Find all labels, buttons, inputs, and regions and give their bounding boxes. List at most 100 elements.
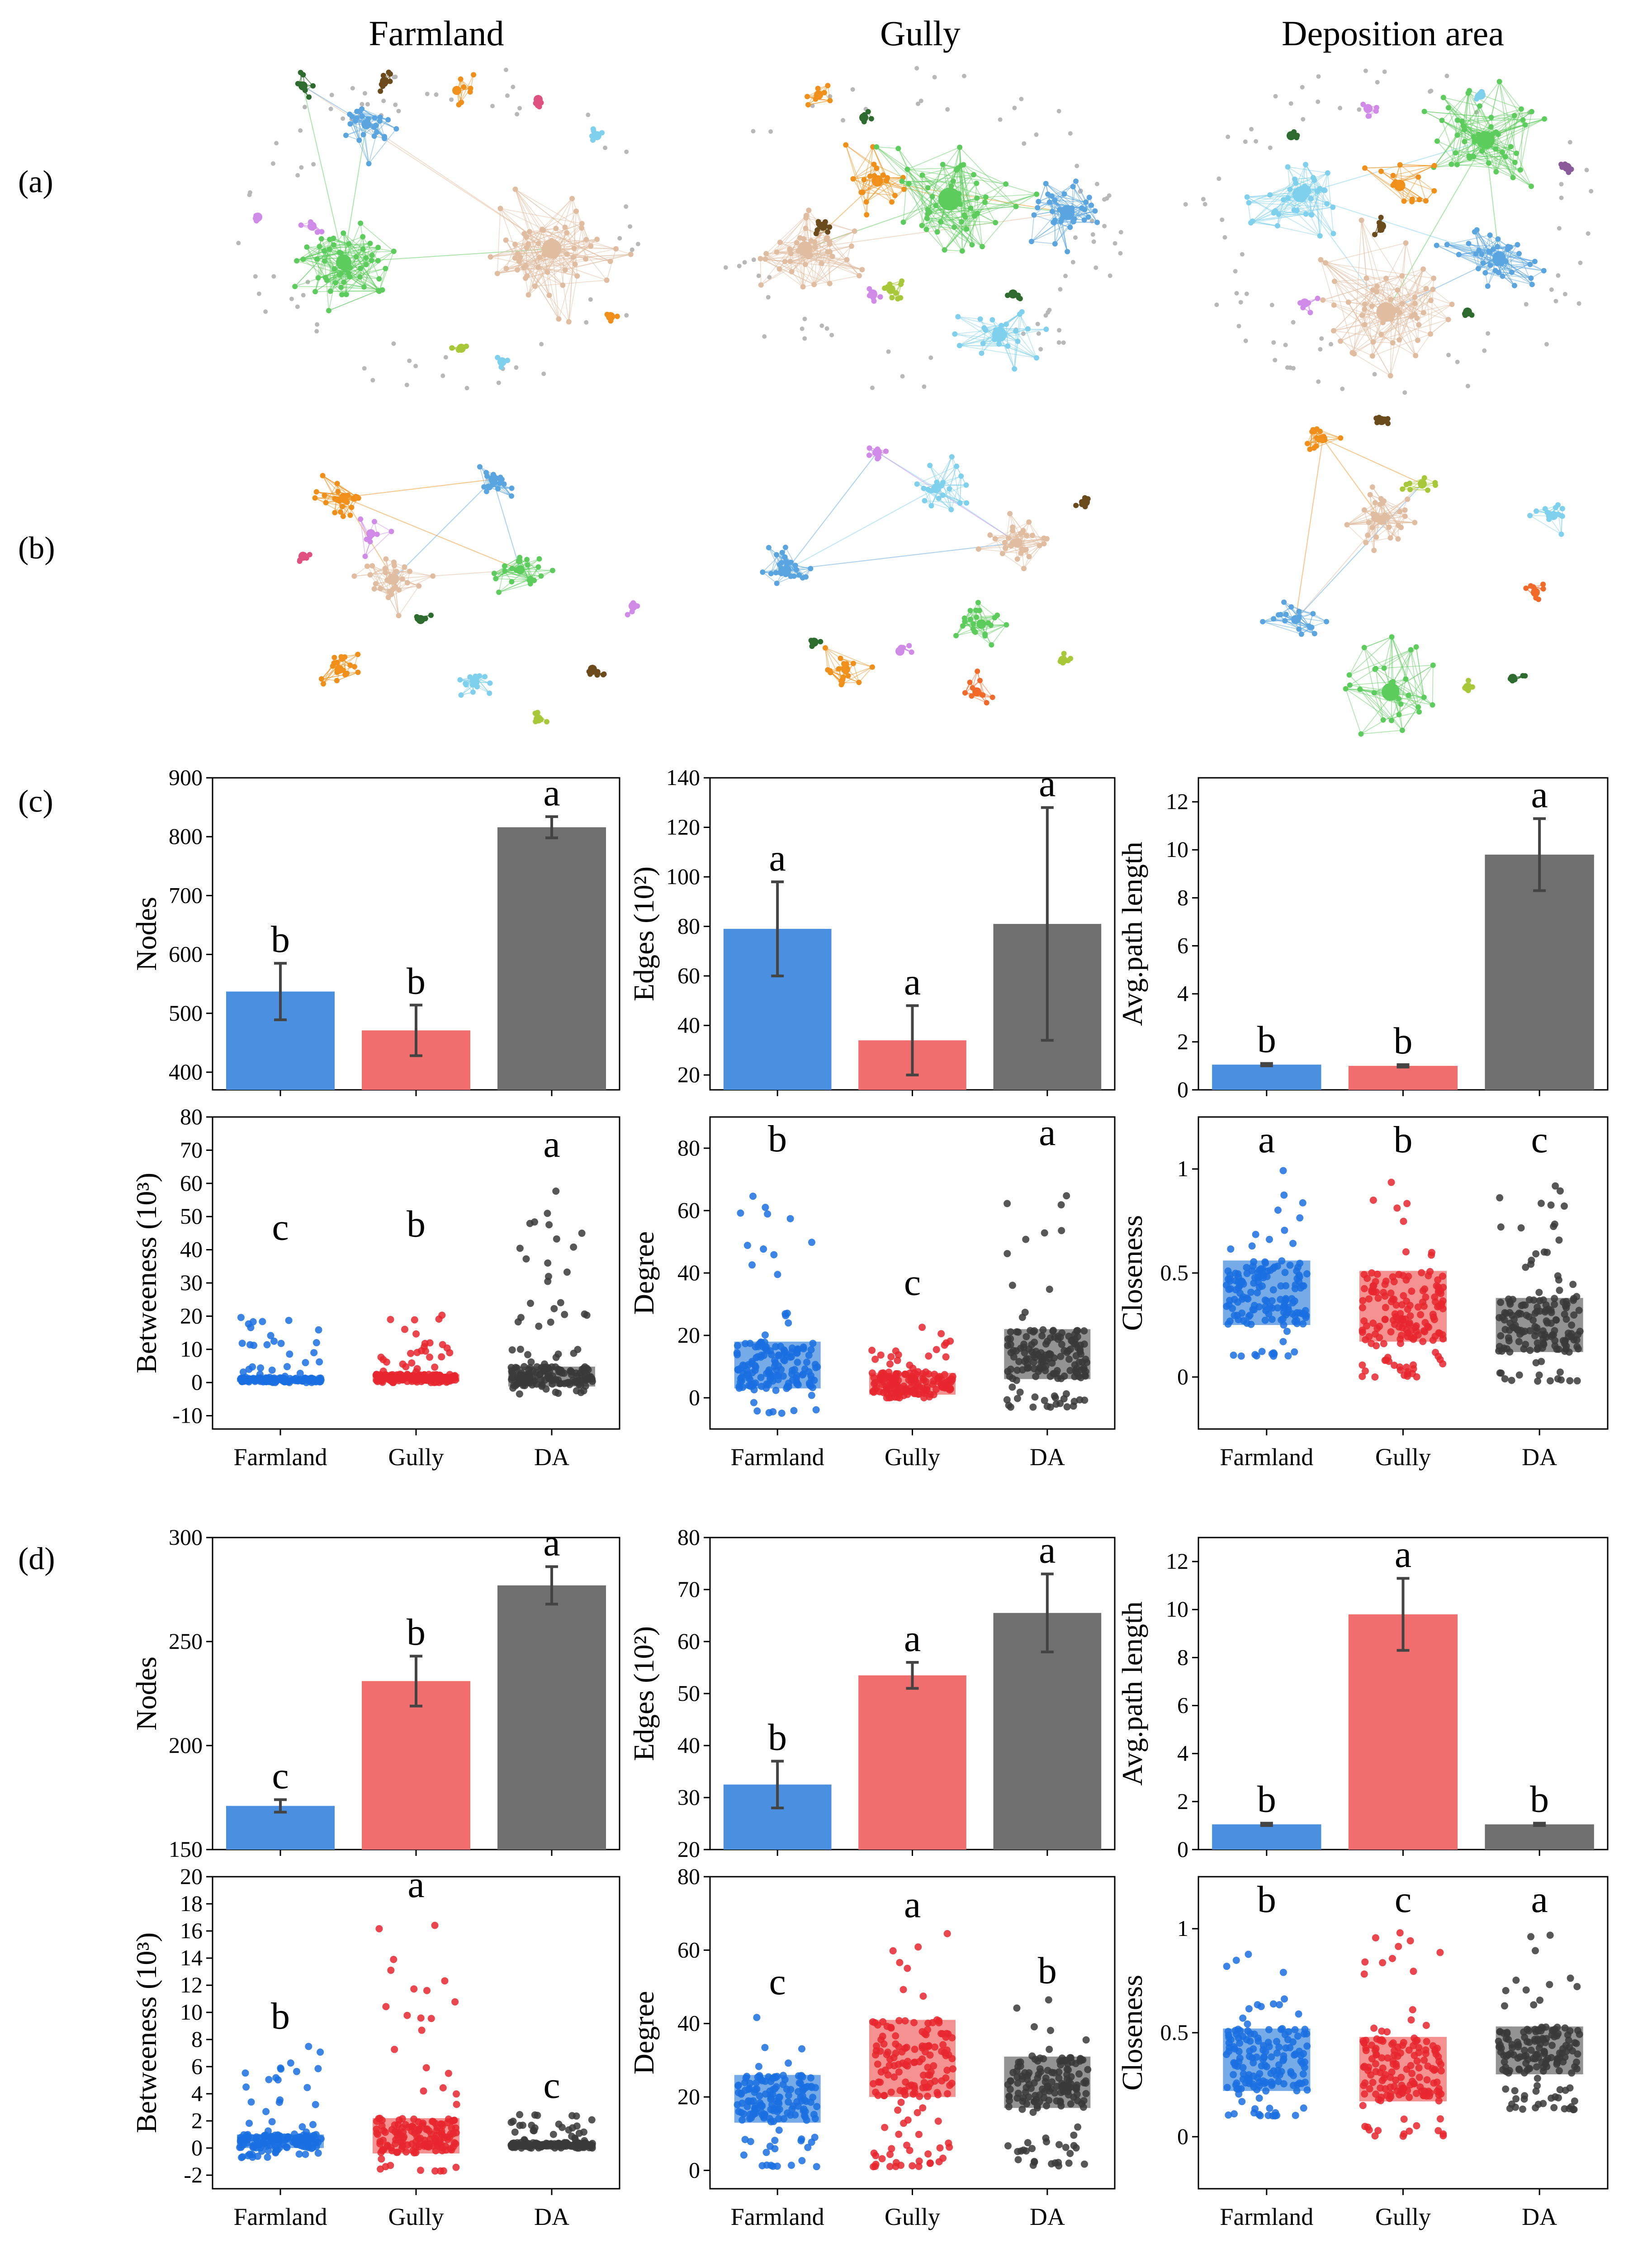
network-node bbox=[1260, 619, 1266, 625]
network-panel bbox=[1183, 68, 1594, 395]
network-hub bbox=[1318, 434, 1327, 443]
network-node bbox=[322, 274, 328, 280]
network-hub bbox=[335, 665, 344, 674]
network-node bbox=[1018, 550, 1024, 556]
network-edge bbox=[963, 164, 1017, 207]
network-edge bbox=[1392, 342, 1416, 356]
network-node bbox=[1316, 379, 1321, 384]
network-hub bbox=[361, 119, 371, 129]
network-edge bbox=[956, 170, 1037, 195]
network-node bbox=[871, 298, 877, 304]
network-node bbox=[1567, 140, 1572, 145]
network-node bbox=[1369, 484, 1375, 490]
network-edge bbox=[1334, 281, 1355, 354]
network-edge bbox=[1006, 324, 1008, 346]
network-edge bbox=[306, 247, 319, 278]
network-node bbox=[399, 576, 405, 582]
network-node bbox=[957, 144, 963, 150]
network-node bbox=[1383, 275, 1389, 281]
network-node bbox=[1269, 303, 1274, 308]
network-edge bbox=[1462, 111, 1532, 122]
network-node bbox=[369, 257, 374, 263]
network-node bbox=[863, 199, 869, 205]
network-edge bbox=[1361, 697, 1425, 734]
network-node bbox=[975, 546, 981, 552]
network-node bbox=[600, 672, 606, 677]
network-node bbox=[850, 176, 856, 182]
network-edge bbox=[317, 252, 341, 260]
network-edge bbox=[1324, 173, 1328, 191]
network-node bbox=[1508, 144, 1514, 150]
network-node bbox=[1402, 507, 1408, 513]
network-node bbox=[1369, 353, 1375, 359]
network-node bbox=[402, 564, 407, 570]
network-node bbox=[1278, 612, 1283, 618]
network-node bbox=[338, 284, 344, 290]
network-node bbox=[936, 496, 942, 502]
network-node bbox=[866, 445, 872, 451]
network-edge bbox=[1364, 289, 1433, 305]
network-edge bbox=[790, 256, 809, 262]
y-tick-label: 400 bbox=[169, 1059, 203, 1084]
network-node bbox=[1542, 506, 1548, 512]
network-edge bbox=[791, 256, 809, 272]
network-hub bbox=[1492, 251, 1506, 265]
network-node bbox=[1522, 122, 1528, 128]
network-edge bbox=[528, 244, 539, 268]
network-node bbox=[803, 226, 809, 232]
network-edge bbox=[349, 276, 364, 288]
network-node bbox=[428, 612, 434, 618]
network-node bbox=[407, 568, 413, 574]
network-node bbox=[1026, 519, 1032, 525]
network-panel bbox=[760, 445, 1091, 706]
network-node bbox=[827, 98, 833, 104]
network-node bbox=[869, 664, 875, 670]
network-edge bbox=[766, 253, 792, 272]
network-node bbox=[1415, 337, 1420, 343]
network-node bbox=[1544, 342, 1549, 347]
network-node bbox=[1073, 178, 1079, 184]
network-edge bbox=[991, 625, 1007, 645]
network-hub bbox=[1376, 302, 1396, 322]
network-node bbox=[984, 700, 989, 706]
network-edge bbox=[1364, 168, 1413, 200]
network-node bbox=[315, 275, 321, 281]
network-edge bbox=[333, 238, 372, 256]
network-node bbox=[546, 292, 552, 298]
network-edge bbox=[1031, 221, 1074, 242]
network-hub bbox=[452, 86, 461, 95]
network-node bbox=[584, 320, 589, 325]
network-edge bbox=[1473, 118, 1545, 157]
network-panels bbox=[236, 66, 1594, 737]
network-edge bbox=[809, 253, 862, 270]
network-node bbox=[1311, 177, 1317, 183]
network-node bbox=[1412, 301, 1418, 307]
network-node bbox=[898, 281, 904, 287]
network-node bbox=[1287, 186, 1293, 192]
network-node bbox=[783, 558, 789, 564]
network-hub bbox=[1287, 131, 1296, 140]
network-edge bbox=[322, 475, 339, 492]
network-node bbox=[792, 563, 798, 568]
network-node bbox=[459, 99, 464, 105]
network-edge bbox=[324, 260, 379, 279]
network-edge bbox=[1364, 647, 1376, 669]
network-node bbox=[808, 238, 814, 244]
network-edge bbox=[606, 249, 616, 280]
network-node bbox=[867, 173, 873, 179]
network-node bbox=[1222, 235, 1227, 240]
network-hub bbox=[298, 81, 308, 90]
network-node bbox=[989, 695, 995, 700]
network-edge bbox=[395, 587, 399, 616]
network-node bbox=[304, 244, 310, 250]
network-node bbox=[983, 194, 989, 200]
network-edge bbox=[907, 147, 960, 170]
network-node bbox=[1217, 176, 1221, 181]
network-node bbox=[1421, 475, 1427, 481]
network-node bbox=[1370, 339, 1376, 345]
network-node bbox=[625, 612, 630, 618]
network-edge bbox=[1375, 649, 1411, 670]
network-node bbox=[1330, 231, 1336, 237]
network-node bbox=[1049, 208, 1055, 214]
network-node bbox=[270, 161, 275, 166]
